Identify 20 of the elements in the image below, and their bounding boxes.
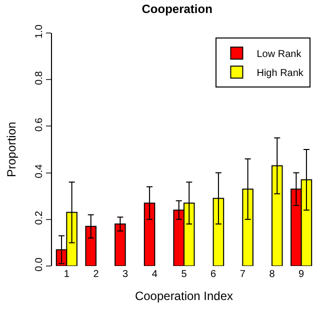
y-axis-title: Proportion (4, 122, 18, 178)
x-tick-label: 8 (269, 269, 276, 280)
x-tick-label: 3 (122, 269, 129, 280)
x-tick-label: 6 (210, 269, 217, 280)
y-tick-label: 1.0 (34, 24, 45, 38)
legend-label: Low Rank (256, 49, 302, 60)
x-tick-label: 7 (240, 269, 246, 280)
x-tick-label: 2 (93, 269, 100, 280)
x-tick-label: 9 (298, 269, 305, 280)
x-tick-label: 4 (152, 269, 158, 280)
y-tick-label: 0.0 (34, 257, 45, 272)
chart-title: Cooperation (142, 2, 212, 16)
x-tick-label: 1 (64, 269, 70, 280)
legend-label: High Rank (256, 68, 304, 80)
y-tick-label: 0.4 (34, 164, 45, 178)
x-tick-label: 5 (181, 269, 188, 280)
y-tick-label: 0.8 (34, 70, 45, 86)
y-tick-label: 0.2 (34, 210, 45, 225)
y-tick-label: 0.6 (34, 117, 45, 132)
x-axis-title: Cooperation Index (134, 288, 234, 303)
